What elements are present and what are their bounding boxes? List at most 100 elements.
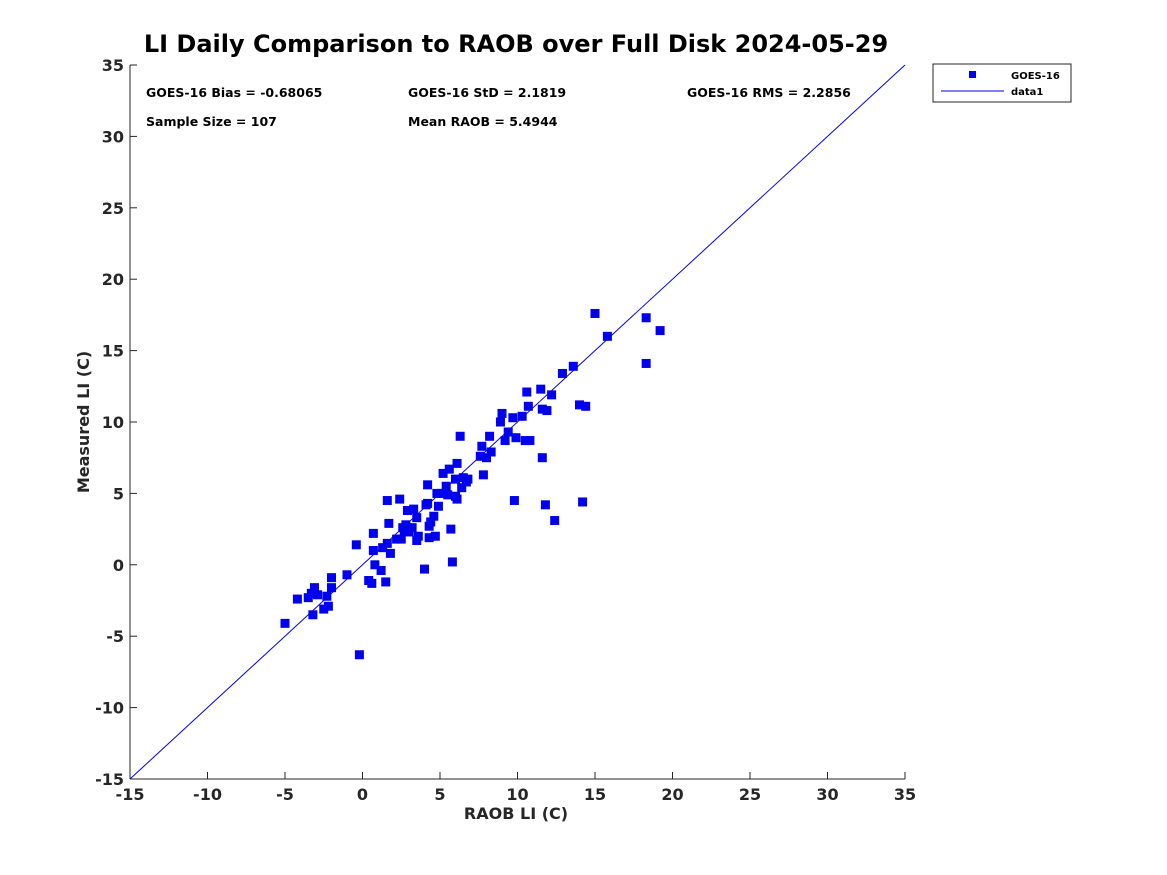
- bias-annotation: GOES-16 Bias = -0.68065: [146, 85, 322, 100]
- data-point: [381, 577, 391, 587]
- data-point: [382, 496, 392, 506]
- y-tick-label: -5: [106, 627, 124, 646]
- x-tick-label: 5: [434, 785, 445, 804]
- y-tick-label: 25: [102, 199, 124, 218]
- data-point: [495, 417, 505, 427]
- data-point: [430, 531, 440, 541]
- x-tick-label: -10: [193, 785, 222, 804]
- legend-marker-goes16: [969, 71, 976, 78]
- y-tick-label: 10: [102, 413, 124, 432]
- data-point: [441, 481, 451, 491]
- data-point: [368, 546, 378, 556]
- std-annotation: GOES-16 StD = 2.1819: [408, 85, 566, 100]
- y-tick-label: -10: [95, 699, 124, 718]
- data-point: [482, 453, 491, 463]
- data-point: [523, 401, 533, 411]
- legend-label-data1: data1: [1011, 87, 1043, 98]
- data-point: [536, 384, 546, 394]
- data-point: [497, 408, 507, 418]
- y-tick-label: 35: [102, 56, 124, 75]
- data-point: [590, 308, 600, 318]
- data-point: [655, 326, 665, 336]
- data-point: [455, 431, 465, 441]
- legend-box: [932, 63, 1072, 103]
- chart-title: LI Daily Comparison to RAOB over Full Di…: [144, 30, 888, 58]
- data-point: [568, 361, 578, 371]
- data-point: [581, 401, 591, 411]
- data-point: [575, 400, 584, 410]
- data-point: [432, 488, 442, 498]
- data-point: [525, 436, 535, 446]
- data-point: [641, 358, 651, 368]
- data-point: [520, 436, 530, 446]
- legend-label-goes16: GOES-16: [1011, 71, 1060, 82]
- reference-line-data1: [129, 64, 906, 780]
- data-point: [401, 520, 411, 530]
- y-tick-label: 0: [113, 556, 124, 575]
- x-tick-label: -5: [276, 785, 294, 804]
- data-point: [392, 534, 402, 544]
- data-point: [547, 390, 557, 400]
- x-tick-label: 15: [584, 785, 606, 804]
- data-point: [308, 610, 318, 620]
- data-point: [540, 500, 550, 510]
- data-point: [437, 488, 447, 498]
- data-point: [602, 331, 612, 341]
- x-tick-label: 0: [357, 785, 368, 804]
- data-point: [280, 618, 290, 628]
- stats-annotations: GOES-16 Bias = -0.68065 GOES-16 StD = 2.…: [146, 85, 851, 129]
- data-point: [323, 601, 333, 611]
- data-point: [537, 404, 547, 414]
- data-point: [309, 583, 319, 593]
- y-tick-label: 30: [102, 127, 124, 146]
- data-point: [367, 578, 377, 588]
- data-point: [446, 524, 456, 534]
- x-ticks: -15 -10 -5 0 5 10 15 20 25 30 35: [116, 772, 916, 804]
- data-point: [578, 497, 588, 507]
- data-point: [550, 516, 560, 526]
- data-point: [319, 604, 329, 614]
- data-point: [503, 427, 513, 437]
- x-tick-label: 10: [506, 785, 528, 804]
- data-point: [444, 464, 454, 474]
- data-point: [378, 543, 388, 553]
- y-tick-label: 5: [113, 484, 124, 503]
- data-point: [327, 583, 336, 593]
- data-point: [537, 453, 547, 463]
- data-point: [511, 433, 521, 443]
- data-point: [342, 570, 352, 580]
- data-point: [409, 504, 419, 514]
- data-point: [452, 494, 462, 504]
- data-point: [322, 591, 332, 601]
- data-point: [438, 468, 448, 478]
- data-point: [426, 517, 436, 527]
- reference-line-layer: [129, 64, 906, 780]
- data-point: [522, 387, 532, 397]
- data-point: [457, 483, 467, 493]
- data-point: [368, 528, 378, 538]
- data-point: [292, 594, 302, 604]
- data-point: [351, 540, 361, 550]
- data-point: [477, 441, 487, 451]
- rms-annotation: GOES-16 RMS = 2.2856: [687, 85, 851, 100]
- y-tick-label: 15: [102, 342, 124, 361]
- data-point: [542, 406, 552, 416]
- x-tick-label: 20: [661, 785, 683, 804]
- data-point: [641, 313, 651, 323]
- data-point: [447, 557, 457, 567]
- data-point: [485, 431, 495, 441]
- data-point: [412, 513, 422, 523]
- data-point: [452, 458, 462, 468]
- data-point: [433, 501, 443, 511]
- data-point: [557, 368, 567, 378]
- x-axis-label: RAOB LI (C): [464, 804, 568, 823]
- mean-raob-annotation: Mean RAOB = 5.4944: [408, 114, 558, 129]
- y-ticks: -15 -10 -5 0 5 10 15 20 25 30 35: [95, 56, 137, 789]
- x-tick-label: -15: [116, 785, 145, 804]
- data-point: [423, 480, 433, 490]
- data-point: [354, 650, 364, 660]
- data-point: [385, 548, 395, 558]
- data-point: [395, 494, 405, 504]
- x-tick-label: 25: [739, 785, 761, 804]
